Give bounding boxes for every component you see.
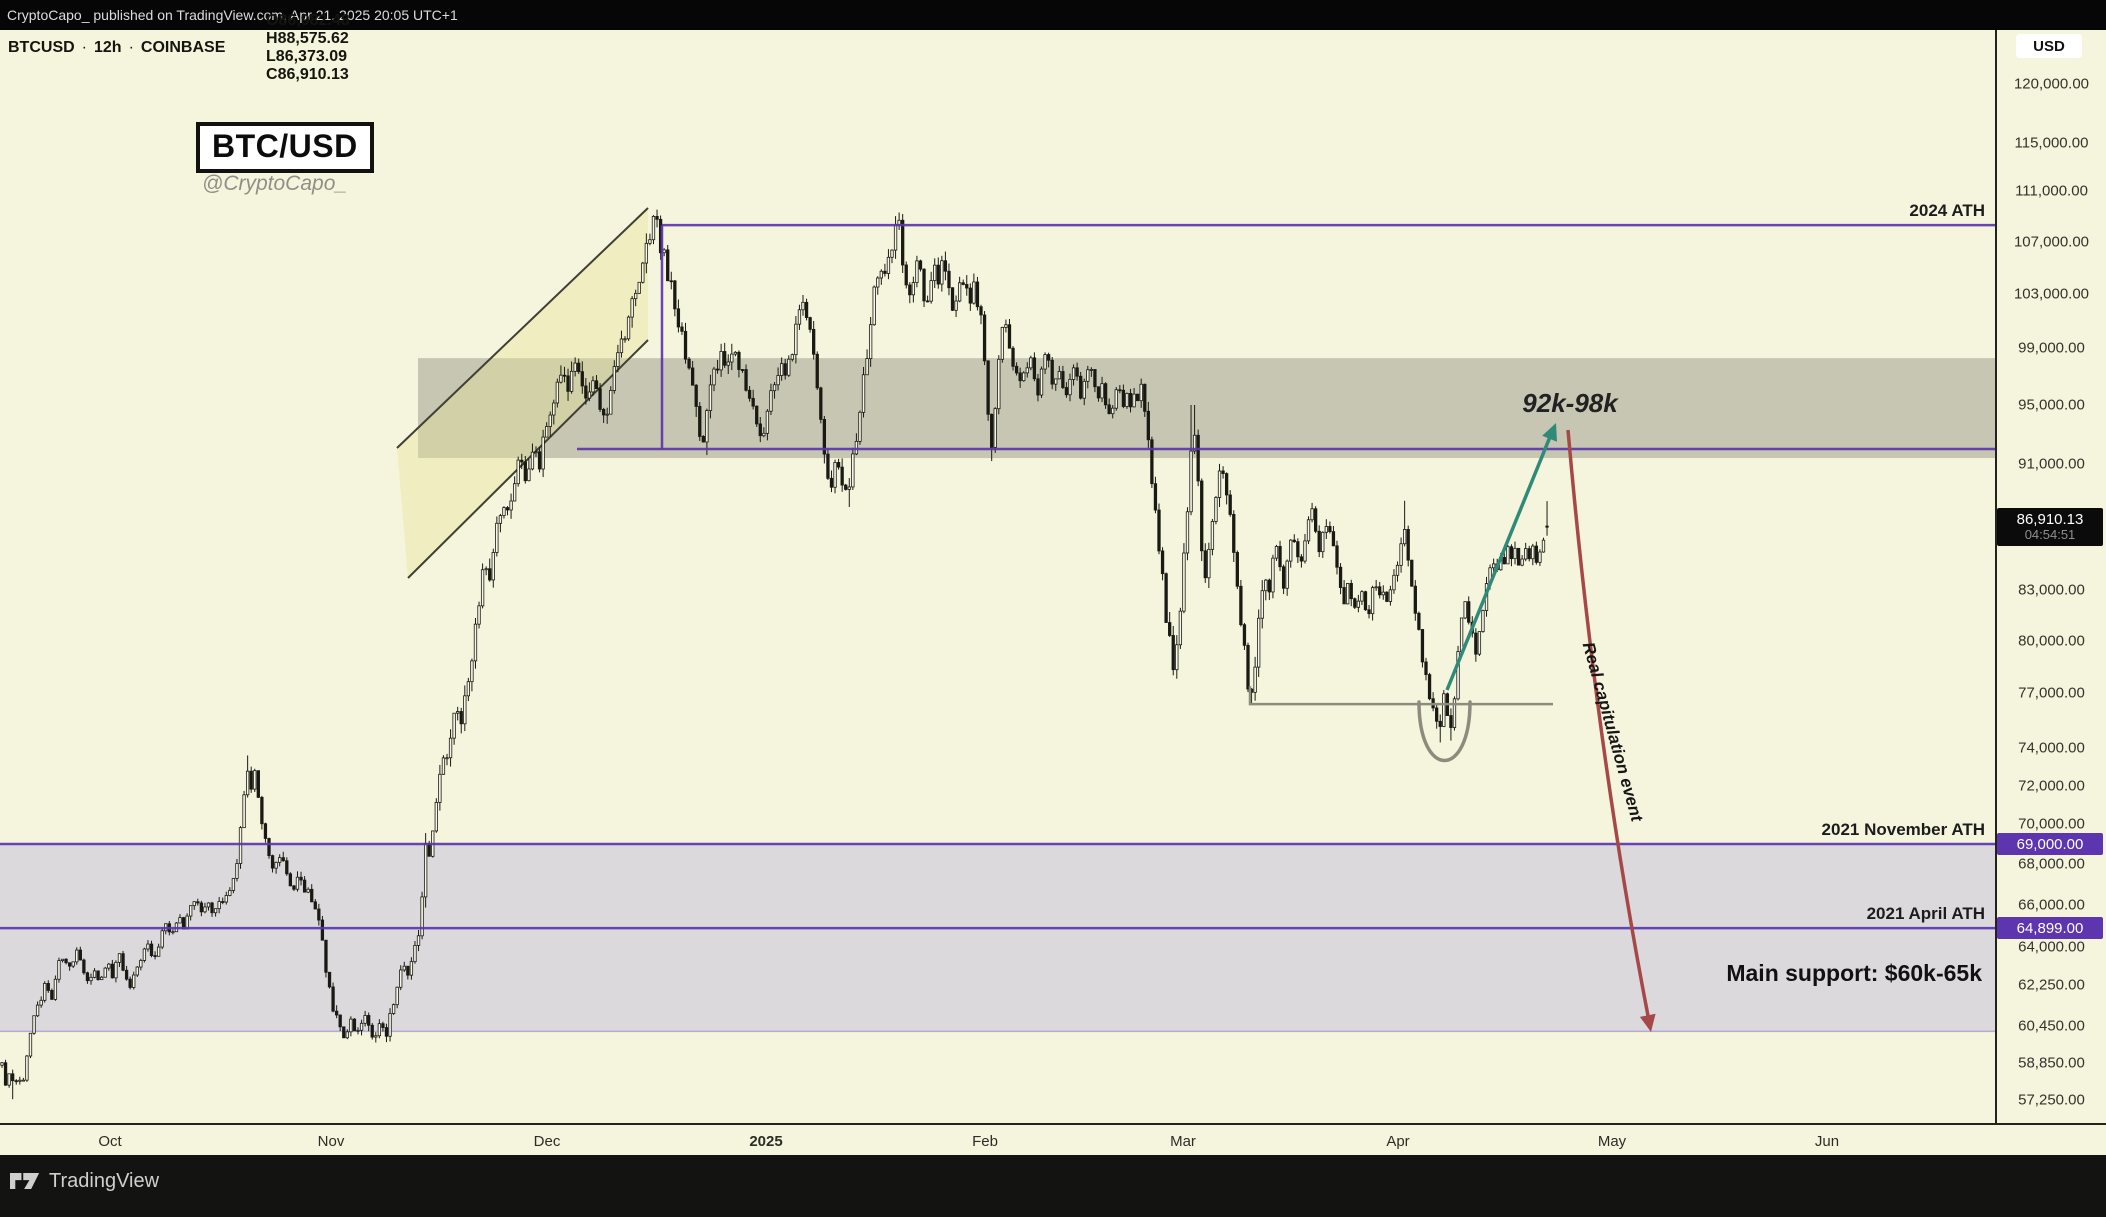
price-tick-label: 74,000.00 bbox=[2018, 739, 2085, 757]
price-tick-label: 57,250.00 bbox=[2018, 1091, 2085, 1109]
price-tick-label: 70,000.00 bbox=[2018, 815, 2085, 833]
currency-toggle-button[interactable]: USD bbox=[2016, 34, 2082, 58]
price-tick-label: 115,000.00 bbox=[2014, 134, 2089, 152]
chart-title-box: BTC/USD bbox=[196, 122, 374, 173]
tradingview-brand-text: TradingView bbox=[49, 1169, 160, 1192]
high-value: H88,575.62 bbox=[266, 30, 349, 47]
price-tick-label: 64,000.00 bbox=[2018, 938, 2085, 956]
author-handle: @CryptoCapo_ bbox=[202, 172, 348, 195]
symbol-name[interactable]: BTCUSD bbox=[8, 39, 75, 56]
attribution-bar: CryptoCapo_ published on TradingView.com… bbox=[0, 0, 2106, 30]
channel-upper-line bbox=[396, 207, 649, 449]
arrow-head bbox=[1542, 423, 1558, 442]
price-tick-label: 60,450.00 bbox=[2018, 1017, 2085, 1035]
time-axis-label-mar[interactable]: Mar bbox=[1170, 1133, 1196, 1150]
arrow-head bbox=[1639, 1013, 1656, 1032]
price-tick-label: 80,000.00 bbox=[2018, 632, 2085, 650]
price-tick-label: 58,850.00 bbox=[2018, 1054, 2085, 1071]
symbol-header: BTCUSD · 12h · COINBASE O86,982.48 H88,5… bbox=[8, 12, 363, 83]
price-tick-label: 107,000.00 bbox=[2013, 233, 2090, 251]
current-price-badge: 86,910.13 04:54:51 bbox=[1997, 508, 2103, 547]
channel-fill bbox=[397, 208, 648, 578]
label-2021-april-ath: 2021 April ATH bbox=[1866, 904, 1985, 924]
time-axis-label-may[interactable]: May bbox=[1597, 1133, 1627, 1150]
price-level-badge: 64,899.00 bbox=[1997, 917, 2103, 940]
local-support-line bbox=[1248, 686, 1553, 706]
header-separator: · bbox=[128, 39, 134, 56]
chart-title: BTC/USD bbox=[212, 128, 358, 164]
attribution-text: CryptoCapo_ published on TradingView.com… bbox=[7, 7, 458, 23]
label-2021-november-ath: 2021 November ATH bbox=[1821, 820, 1985, 840]
zone-resistance-92k-98k bbox=[418, 358, 1995, 459]
bar-countdown: 04:54:51 bbox=[2024, 527, 2076, 543]
low-value: L86,373.09 bbox=[266, 48, 347, 65]
main-support-label: Main support: $60k-65k bbox=[1726, 960, 1982, 986]
price-tick-label: 91,000.00 bbox=[2018, 455, 2085, 473]
time-axis-label-feb[interactable]: Feb bbox=[972, 1133, 998, 1150]
capitulation-label: Real capitulation event bbox=[1578, 640, 1647, 824]
price-level-badge: 69,000.00 bbox=[1997, 833, 2103, 856]
label-2024-ath: 2024 ATH bbox=[1909, 201, 1985, 221]
capitulation-circle bbox=[1417, 700, 1472, 762]
time-axis-label-dec[interactable]: Dec bbox=[533, 1133, 561, 1150]
candlestick-series bbox=[0, 209, 1549, 1100]
time-axis-label-jun[interactable]: Jun bbox=[1814, 1133, 1840, 1150]
time-axis-label-oct[interactable]: Oct bbox=[98, 1133, 122, 1150]
price-tick-label: 83,000.00 bbox=[2018, 581, 2085, 599]
price-tick-label: 68,000.00 bbox=[2018, 855, 2085, 873]
exchange-label[interactable]: COINBASE bbox=[140, 39, 226, 56]
time-axis-label-apr[interactable]: Apr bbox=[1386, 1133, 1410, 1150]
price-tick-label: 95,000.00 bbox=[2018, 396, 2085, 414]
price-tick-label: 62,250.00 bbox=[2018, 976, 2085, 994]
time-axis-label-2025[interactable]: 2025 bbox=[749, 1133, 783, 1150]
close-value: C86,910.13 bbox=[266, 66, 349, 83]
price-tick-label: 99,000.00 bbox=[2018, 339, 2085, 357]
price-tick-label: 120,000.00 bbox=[2013, 75, 2090, 93]
interval-label[interactable]: 12h bbox=[94, 39, 122, 56]
price-tick-label: 72,000.00 bbox=[2018, 777, 2085, 795]
price-tick-label: 103,000.00 bbox=[2013, 285, 2090, 303]
time-axis-label-nov[interactable]: Nov bbox=[317, 1133, 345, 1150]
target-arrow bbox=[1445, 431, 1554, 691]
ohlc-values: O86,982.48 H88,575.62 L86,373.09 C86,910… bbox=[239, 0, 362, 102]
tradingview-logo-icon bbox=[10, 1173, 40, 1189]
price-tick-label: 111,000.00 bbox=[2015, 182, 2088, 200]
target-zone-label: 92k-98k bbox=[1522, 388, 1618, 418]
axis-separator bbox=[1995, 30, 1997, 1155]
time-axis[interactable] bbox=[0, 1125, 2106, 1155]
header-separator: · bbox=[81, 39, 87, 56]
current-price-value: 86,910.13 bbox=[2016, 511, 2084, 529]
zone-main-support-60k-69k bbox=[0, 844, 1995, 1032]
tradingview-brand[interactable]: TradingView bbox=[10, 1168, 159, 1194]
time-axis-separator bbox=[0, 1123, 2106, 1125]
channel-lower-line bbox=[407, 339, 649, 579]
price-tick-label: 66,000.00 bbox=[2018, 896, 2085, 914]
price-tick-label: 77,000.00 bbox=[2018, 684, 2085, 702]
footer-bar bbox=[0, 1155, 2106, 1217]
price-axis[interactable] bbox=[1997, 30, 2106, 1155]
open-value: O86,982.48 bbox=[266, 12, 350, 29]
